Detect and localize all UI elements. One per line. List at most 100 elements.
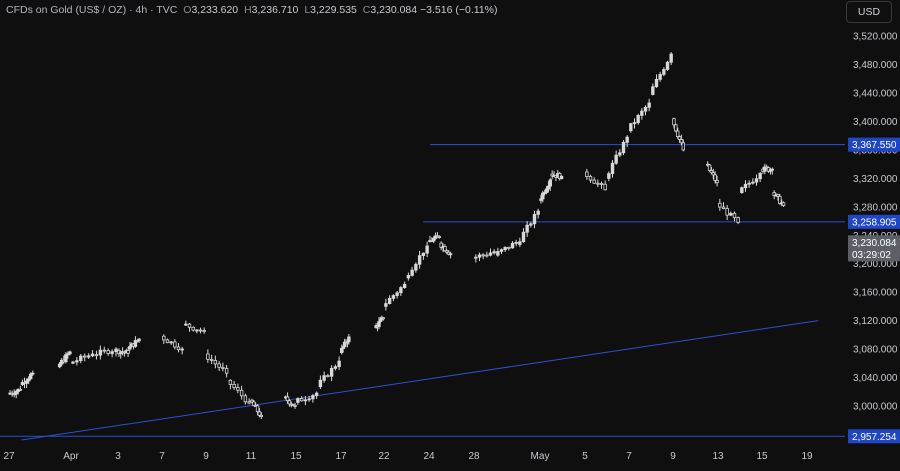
candle-body xyxy=(102,349,106,352)
candle-body xyxy=(417,255,422,265)
candle-body xyxy=(709,170,714,174)
candle-body xyxy=(681,142,686,151)
level-price-tag xyxy=(848,214,900,229)
candle-body xyxy=(559,175,564,180)
candle-body xyxy=(679,139,684,144)
x-tick-label: 15 xyxy=(756,451,768,462)
x-tick-label: 19 xyxy=(801,451,813,462)
candle-body xyxy=(713,174,717,181)
candle-body xyxy=(60,359,64,365)
candle-body xyxy=(603,183,607,191)
candle-body xyxy=(725,208,729,216)
candle-body xyxy=(618,152,622,156)
x-tick-label: 5 xyxy=(582,451,588,462)
candle-body xyxy=(629,123,633,132)
y-tick-label: 3,280.000 xyxy=(853,202,898,213)
candle-body xyxy=(387,297,392,304)
candle-body xyxy=(293,405,297,407)
candle-body xyxy=(651,86,655,95)
candle-body xyxy=(307,398,311,401)
candle-body xyxy=(446,251,451,255)
candle-body xyxy=(610,162,615,175)
candle-body xyxy=(711,172,716,176)
candle-body xyxy=(669,53,673,63)
candle-body xyxy=(607,173,611,179)
candle-body xyxy=(507,246,511,249)
candle-body xyxy=(477,254,482,258)
candle-body xyxy=(106,350,110,355)
candle-body xyxy=(18,388,23,391)
candle-body xyxy=(384,303,388,307)
candle-body xyxy=(514,241,518,244)
candle-body xyxy=(532,213,537,225)
x-tick-label: 17 xyxy=(335,451,347,462)
candle-body xyxy=(410,269,414,276)
x-tick-label: 22 xyxy=(378,451,390,462)
currency-button[interactable]: USD xyxy=(846,1,892,23)
x-tick-label: 28 xyxy=(468,451,480,462)
candle-body xyxy=(291,404,295,406)
candle-body xyxy=(243,395,248,403)
candle-body xyxy=(318,379,323,388)
candle-body xyxy=(754,178,759,183)
candle-body xyxy=(228,379,233,385)
candle-body xyxy=(448,253,453,256)
candle-body xyxy=(86,355,91,358)
candle-body xyxy=(743,183,748,189)
trendline xyxy=(21,320,819,441)
symbol-title[interactable]: CFDs on Gold (US$ / OZ) · 4h · TVC xyxy=(6,4,178,16)
y-tick-label: 3,080.000 xyxy=(853,345,898,356)
candle-body xyxy=(763,166,767,172)
open-value: 3,233.620 xyxy=(191,4,239,16)
candle-body xyxy=(83,355,87,358)
candle-body xyxy=(250,399,254,403)
close-value: 3,230.084 xyxy=(370,4,418,16)
candle-body xyxy=(255,405,260,413)
close-label: C xyxy=(362,4,371,16)
candle-body xyxy=(492,251,496,254)
candle-body xyxy=(525,224,529,233)
candle-body xyxy=(439,242,443,248)
candle-body xyxy=(399,287,403,294)
candle-body xyxy=(751,181,755,184)
candle-body xyxy=(529,223,533,226)
level-price-text: 2,957.254 xyxy=(852,432,897,443)
candle-body xyxy=(24,380,29,384)
candle-body xyxy=(503,246,507,251)
candle-body xyxy=(333,366,338,369)
candle-body xyxy=(66,353,70,356)
candle-body xyxy=(206,353,210,360)
y-tick-label: 3,400.000 xyxy=(853,117,898,128)
candle-body xyxy=(326,375,330,378)
candle-body xyxy=(239,389,244,397)
candle-body xyxy=(14,391,18,395)
level-price-tag xyxy=(848,137,900,152)
open-label: O xyxy=(183,4,192,16)
candle-body xyxy=(541,192,545,200)
x-tick-label: 3 xyxy=(115,451,121,462)
low-value: 3,229.535 xyxy=(310,4,357,16)
candle-body xyxy=(592,179,596,184)
candle-body xyxy=(322,375,326,381)
candle-body xyxy=(658,74,662,80)
candle-body xyxy=(247,401,251,404)
candle-body xyxy=(736,217,740,223)
candle-body xyxy=(647,102,651,108)
candle-body xyxy=(98,349,103,356)
candle-body xyxy=(314,392,319,396)
candle-body xyxy=(337,360,341,368)
current-price-tag xyxy=(848,235,900,262)
candle-body xyxy=(377,321,381,328)
candle-body xyxy=(71,361,75,364)
y-tick-label: 3,520.000 xyxy=(853,32,898,43)
candle-body xyxy=(285,396,290,402)
candle-body xyxy=(614,154,618,164)
candle-body xyxy=(521,231,526,243)
candle-body xyxy=(114,348,118,352)
candle-body xyxy=(217,363,221,368)
candle-body xyxy=(499,249,504,252)
candle-body xyxy=(729,212,733,216)
current-price-text: 3,230.084 xyxy=(852,238,897,249)
